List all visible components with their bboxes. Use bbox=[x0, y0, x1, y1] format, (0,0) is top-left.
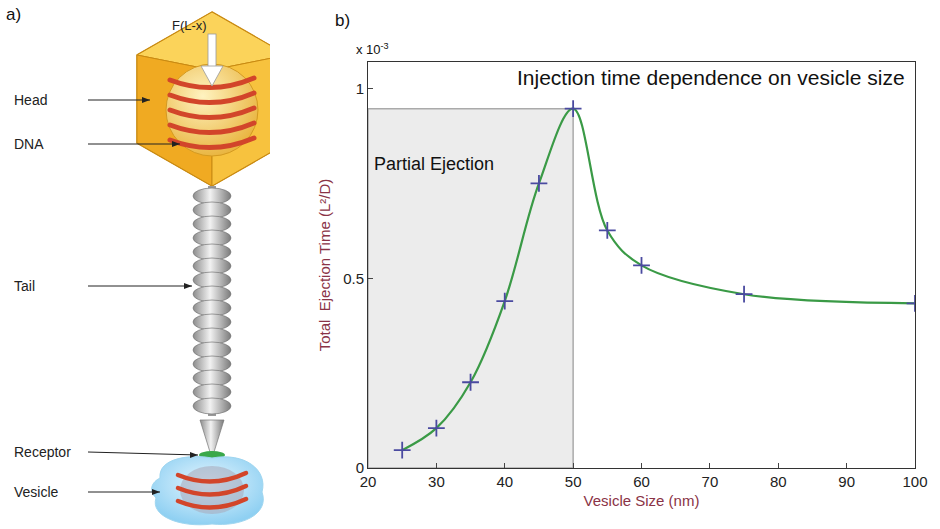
svg-text:0.5: 0.5 bbox=[343, 270, 364, 287]
svg-text:DNA: DNA bbox=[14, 136, 44, 152]
svg-text:Total Ejection Time (L²/D): Total Ejection Time (L²/D) bbox=[316, 179, 333, 352]
svg-text:60: 60 bbox=[633, 473, 650, 490]
svg-text:Receptor: Receptor bbox=[14, 444, 71, 460]
svg-text:Injection time dependence on v: Injection time dependence on vesicle siz… bbox=[517, 66, 905, 89]
svg-text:0: 0 bbox=[356, 459, 364, 476]
svg-text:80: 80 bbox=[770, 473, 787, 490]
svg-text:Partial Ejection: Partial Ejection bbox=[374, 154, 494, 174]
svg-text:20: 20 bbox=[360, 473, 377, 490]
svg-text:90: 90 bbox=[838, 473, 855, 490]
svg-text:F(L-x): F(L-x) bbox=[172, 18, 207, 33]
svg-text:Head: Head bbox=[14, 92, 47, 108]
svg-text:b): b) bbox=[335, 11, 350, 30]
svg-text:1: 1 bbox=[356, 80, 364, 97]
svg-text:100: 100 bbox=[902, 473, 927, 490]
svg-text:70: 70 bbox=[702, 473, 719, 490]
svg-text:40: 40 bbox=[496, 473, 513, 490]
svg-text:x 10​-3​: x 10​-3​ bbox=[356, 41, 389, 57]
svg-text:Tail: Tail bbox=[14, 278, 35, 294]
svg-text:a): a) bbox=[6, 5, 21, 24]
svg-text:Vesicle Size (nm): Vesicle Size (nm) bbox=[584, 492, 700, 509]
svg-text:50: 50 bbox=[565, 473, 582, 490]
svg-text:30: 30 bbox=[428, 473, 445, 490]
svg-text:Vesicle: Vesicle bbox=[14, 484, 59, 500]
